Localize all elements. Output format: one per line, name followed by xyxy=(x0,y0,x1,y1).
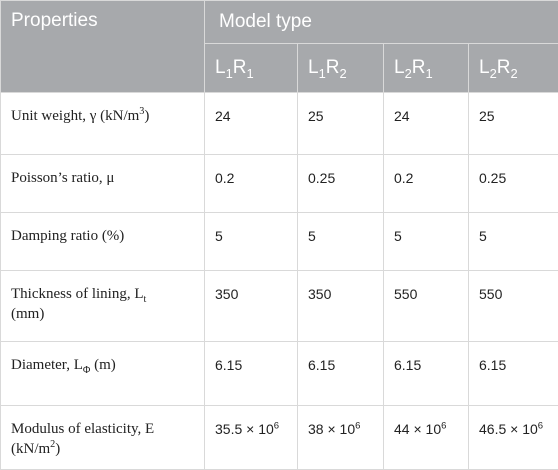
header-properties: Properties xyxy=(1,1,205,93)
cell-value: 46.5 × 106 xyxy=(469,406,558,470)
cell-value: 5 xyxy=(384,213,469,271)
header-model-l2r1: L2R1 xyxy=(384,44,469,93)
header-model-l1r2: L1R2 xyxy=(298,44,384,93)
cell-value: 350 xyxy=(298,271,384,342)
cell-value: 0.2 xyxy=(205,155,298,213)
row-label-thickness: Thickness of lining, Lt(mm) xyxy=(1,271,205,342)
cell-value: 38 × 106 xyxy=(298,406,384,470)
header-model-l1r1: L1R1 xyxy=(205,44,298,93)
row-label-unit-weight: Unit weight, γ (kN/m3) xyxy=(1,93,205,155)
cell-value: 44 × 106 xyxy=(384,406,469,470)
cell-value: 6.15 xyxy=(205,342,298,406)
row-label-damping-ratio: Damping ratio (%) xyxy=(1,213,205,271)
table-row: Damping ratio (%) 5 5 5 5 xyxy=(1,213,558,271)
cell-value: 5 xyxy=(205,213,298,271)
cell-value: 0.25 xyxy=(298,155,384,213)
cell-value: 25 xyxy=(298,93,384,155)
table-row: Unit weight, γ (kN/m3) 24 25 24 25 xyxy=(1,93,558,155)
header-model-l2r2: L2R2 xyxy=(469,44,558,93)
cell-value: 0.25 xyxy=(469,155,558,213)
row-label-diameter: Diameter, LΦ (m) xyxy=(1,342,205,406)
table-row: Diameter, LΦ (m) 6.15 6.15 6.15 6.15 xyxy=(1,342,558,406)
cell-value: 350 xyxy=(205,271,298,342)
header-model-type: Model type xyxy=(205,1,558,44)
cell-value: 550 xyxy=(469,271,558,342)
row-label-poisson-ratio: Poisson’s ratio, μ xyxy=(1,155,205,213)
cell-value: 35.5 × 106 xyxy=(205,406,298,470)
cell-value: 550 xyxy=(384,271,469,342)
table-row: Thickness of lining, Lt(mm) 350 350 550 … xyxy=(1,271,558,342)
cell-value: 24 xyxy=(205,93,298,155)
cell-value: 6.15 xyxy=(298,342,384,406)
row-label-modulus: Modulus of elasticity, E(kN/m2) xyxy=(1,406,205,470)
cell-value: 5 xyxy=(298,213,384,271)
table-row: Poisson’s ratio, μ 0.2 0.25 0.2 0.25 xyxy=(1,155,558,213)
cell-value: 24 xyxy=(384,93,469,155)
cell-value: 0.2 xyxy=(384,155,469,213)
cell-value: 6.15 xyxy=(469,342,558,406)
cell-value: 25 xyxy=(469,93,558,155)
table-row: Modulus of elasticity, E(kN/m2) 35.5 × 1… xyxy=(1,406,558,470)
cell-value: 5 xyxy=(469,213,558,271)
cell-value: 6.15 xyxy=(384,342,469,406)
